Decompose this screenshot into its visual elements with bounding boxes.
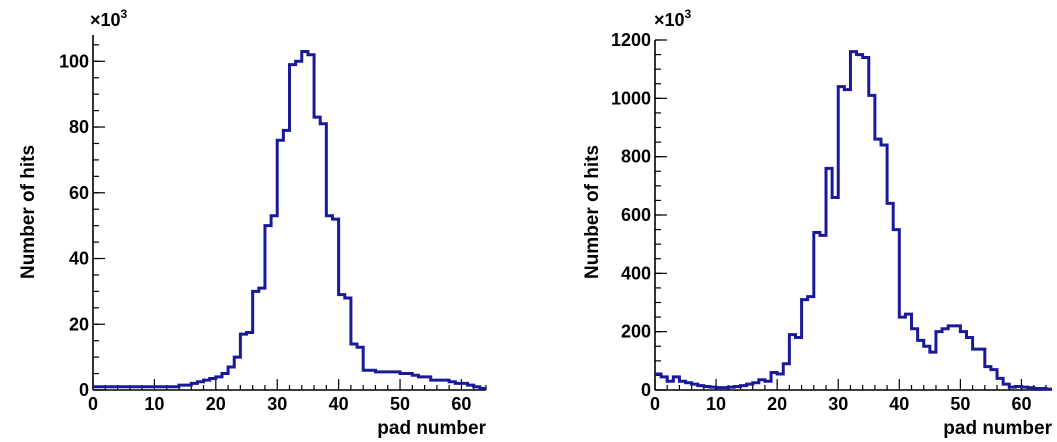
left-x-tick-label: 40	[329, 394, 349, 414]
right-histogram-panel: ×103 Number of hits pad number 0 10 20 30 40…	[582, 7, 1053, 439]
right-x-axis-title: pad number	[943, 418, 1052, 439]
left-y-tick-label: 80	[69, 117, 89, 137]
left-x-tick-label: 20	[206, 394, 226, 414]
left-y-multiplier: ×103	[90, 7, 128, 30]
right-y-tick-label: 1000	[611, 88, 651, 108]
right-y-axis-title: Number of hits	[582, 145, 603, 279]
left-y-tick-label: 0	[79, 380, 89, 400]
right-x-tick-label: 60	[1011, 394, 1031, 414]
left-y-tick-label: 40	[69, 249, 89, 269]
right-x-tick-label: 30	[828, 394, 848, 414]
right-y-tick-label: 800	[621, 147, 651, 167]
left-y-tick-label: 20	[69, 314, 89, 334]
right-x-tick-label: 0	[650, 394, 660, 414]
right-x-tick-label: 40	[889, 394, 909, 414]
right-y-multiplier: ×103	[654, 7, 692, 30]
left-histogram-line	[93, 49, 486, 390]
left-histogram-panel: ×103 Number of hits pad number 0 10 20 30 40…	[18, 7, 487, 439]
right-x-tick-label: 10	[706, 394, 726, 414]
left-x-tick-label: 0	[88, 394, 98, 414]
left-x-tick-label: 10	[144, 394, 164, 414]
left-x-tick-label: 60	[451, 394, 471, 414]
left-y-tick-label: 60	[69, 183, 89, 203]
right-y-tick-label: 200	[621, 322, 651, 342]
right-histogram-line	[655, 50, 1052, 391]
left-x-axis-title: pad number	[377, 418, 486, 439]
right-x-tick-label: 20	[767, 394, 787, 414]
left-x-tick-label: 30	[267, 394, 287, 414]
right-y-tick-label: 600	[621, 205, 651, 225]
right-x-tick-label: 50	[950, 394, 970, 414]
left-x-tick-label: 50	[390, 394, 410, 414]
left-y-tick-label: 100	[59, 51, 89, 71]
right-y-tick-label: 0	[641, 380, 651, 400]
right-y-tick-label: 400	[621, 263, 651, 283]
left-y-axis-title: Number of hits	[18, 145, 39, 279]
right-y-tick-label: 1200	[611, 30, 651, 50]
